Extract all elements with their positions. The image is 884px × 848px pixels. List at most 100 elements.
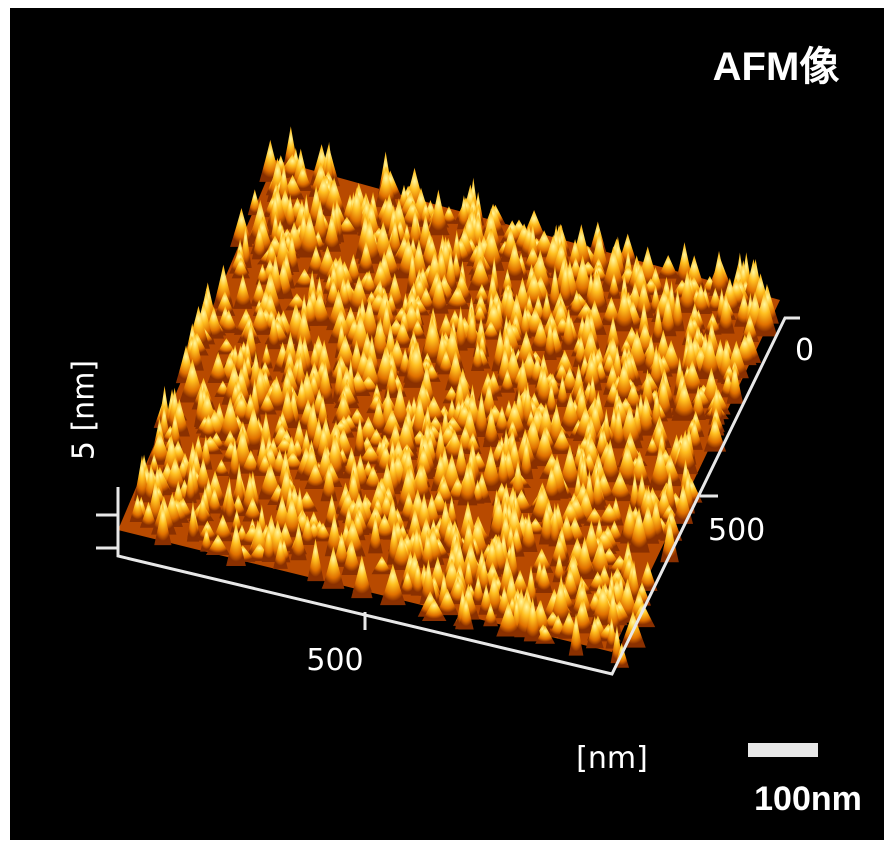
surface-peak <box>535 366 554 406</box>
surface-peak <box>450 229 464 267</box>
surface-peak <box>390 533 413 571</box>
surface-peak <box>186 500 200 542</box>
surface-peak <box>612 287 636 332</box>
surface-peak <box>585 616 604 649</box>
surface-peak <box>530 548 554 573</box>
surface-peak <box>543 318 557 361</box>
surface-peak <box>657 254 679 279</box>
surface-peak <box>323 141 336 187</box>
surface-peak <box>518 304 532 339</box>
surface-peak <box>307 538 324 582</box>
surface-peak <box>495 446 511 488</box>
surface-peak <box>610 405 627 449</box>
surface-peak <box>453 305 468 351</box>
surface-peak <box>581 354 603 391</box>
surface-peak <box>421 598 447 621</box>
surface-peak <box>332 531 351 567</box>
surface-peak <box>476 555 492 594</box>
surface-peak <box>380 563 406 606</box>
surface-peak <box>555 374 570 408</box>
surface-peak <box>387 218 403 257</box>
surface-peak <box>373 513 396 540</box>
surface-peak <box>596 503 623 526</box>
surface-peak <box>249 303 272 335</box>
surface-peak <box>690 385 706 420</box>
surface-peak <box>535 562 553 594</box>
surface-peak <box>462 557 475 592</box>
surface-peak <box>659 504 679 522</box>
surface-peak <box>206 486 223 514</box>
surface-peak <box>399 569 415 595</box>
surface-peak <box>293 165 313 192</box>
surface-peak <box>552 552 566 583</box>
surface-peak <box>429 274 449 314</box>
surface-peak <box>242 496 263 522</box>
surface-peak <box>207 351 229 384</box>
surface-peak <box>503 240 526 281</box>
surface-peak <box>200 527 213 552</box>
surface-peak <box>660 517 679 563</box>
surface-peak <box>197 520 218 541</box>
surface-peak <box>320 462 338 502</box>
surface-peak <box>216 338 237 355</box>
surface-peak <box>569 582 595 618</box>
surface-peak <box>467 256 493 291</box>
surface-peak <box>368 514 383 554</box>
surface-peak <box>644 436 660 456</box>
surface-peak <box>639 368 656 411</box>
scale-bar <box>748 743 818 757</box>
surface-peak <box>226 521 246 567</box>
surface-peak <box>323 494 340 528</box>
surface-peak <box>371 556 393 575</box>
surface-peak <box>261 524 276 562</box>
surface-peak <box>428 189 449 236</box>
surface-peak <box>266 311 281 350</box>
surface-peak <box>628 451 651 486</box>
surface-peak <box>276 164 292 205</box>
surface-peak <box>519 436 534 480</box>
surface-peak <box>671 380 698 421</box>
surface-peak <box>251 224 267 260</box>
surface-peak <box>588 230 611 276</box>
surface-peak <box>163 456 188 493</box>
surface-peak <box>633 280 654 319</box>
surface-peak <box>464 310 480 349</box>
surface-peak <box>230 509 243 533</box>
surface-peak <box>353 415 367 457</box>
surface-peak <box>403 342 429 388</box>
surface-peak <box>483 602 499 627</box>
surface-peak <box>316 359 334 404</box>
surface-peak <box>313 522 333 542</box>
surface-peak <box>322 212 342 252</box>
surface-peak <box>648 344 665 389</box>
surface-peak <box>440 206 457 224</box>
surface-peak <box>559 392 582 432</box>
surface-peak <box>726 363 744 404</box>
surface-peak <box>268 189 283 236</box>
surface-peak <box>293 268 316 288</box>
surface-peak <box>548 502 562 547</box>
unit-label: [nm] <box>576 741 648 776</box>
surface-peak <box>660 508 683 541</box>
surface-peak <box>482 405 500 448</box>
surface-peak <box>185 331 204 371</box>
surface-peak <box>184 464 197 504</box>
surface-peak <box>322 545 345 589</box>
surface-peak <box>560 308 577 350</box>
surface-peak <box>399 200 426 227</box>
surface-peak <box>482 537 502 577</box>
surface-peak <box>680 359 705 394</box>
surface-peak <box>612 359 636 403</box>
surface-peak <box>584 270 609 313</box>
surface-peak <box>589 537 612 578</box>
surface-peak <box>607 471 633 502</box>
surface-peak <box>444 286 470 310</box>
surface-peak <box>223 476 236 523</box>
surface-peak <box>260 343 273 369</box>
surface-peak <box>255 264 270 285</box>
surface-peak <box>458 596 474 630</box>
surface-peak <box>351 555 373 599</box>
surface-peak <box>607 272 621 299</box>
y-tick-label: 500 <box>708 513 765 548</box>
